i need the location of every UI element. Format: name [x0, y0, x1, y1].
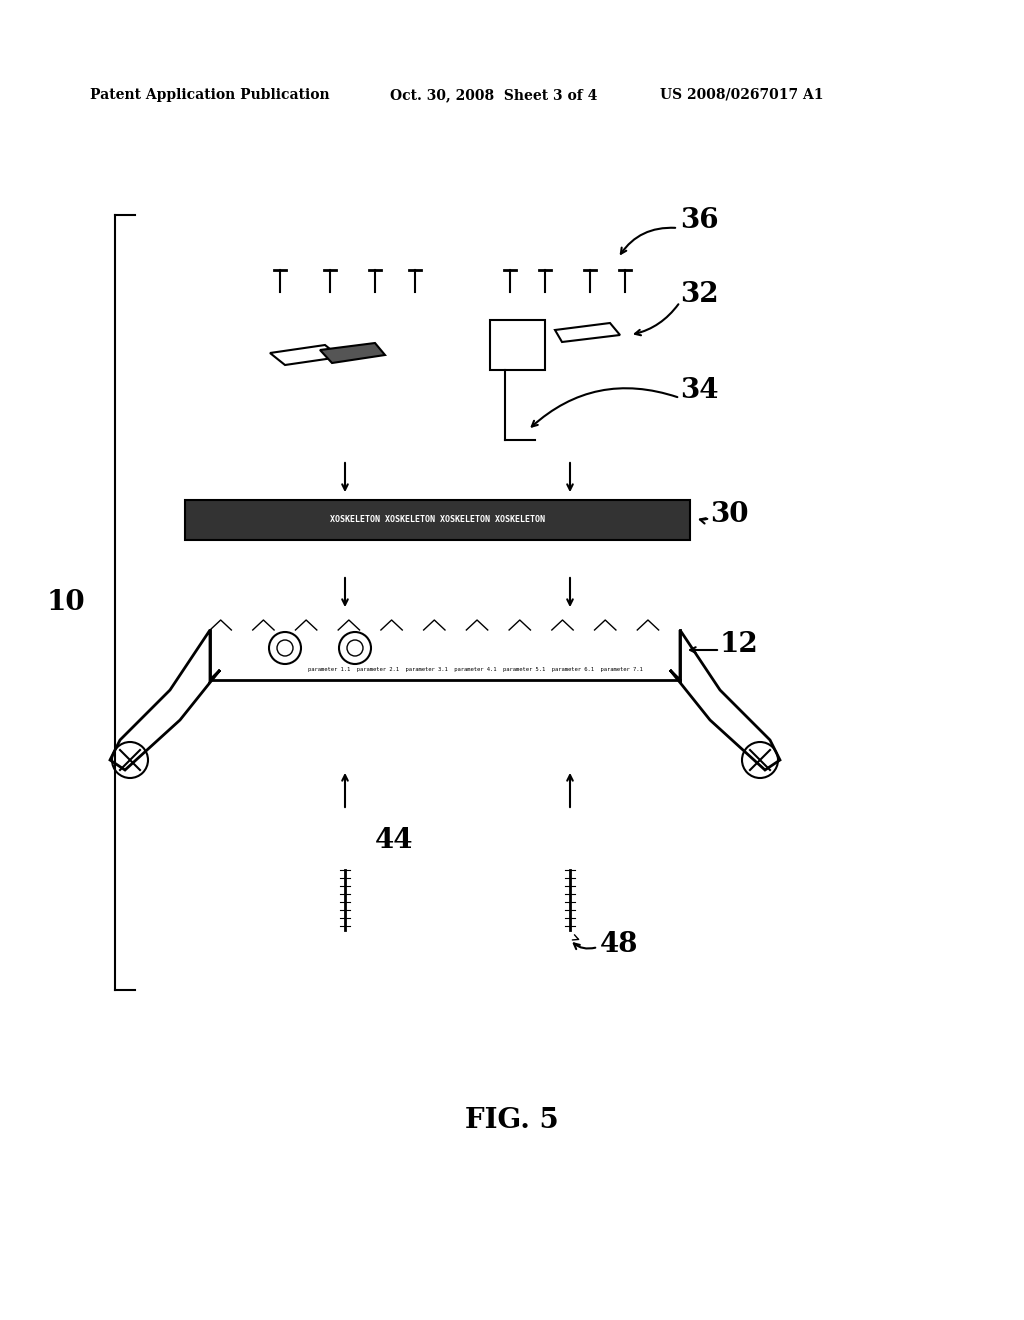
Text: parameter 1.1  parameter 2.1  parameter 3.1  parameter 4.1  parameter 5.1  param: parameter 1.1 parameter 2.1 parameter 3.…: [307, 668, 642, 672]
Text: 34: 34: [680, 376, 719, 404]
Text: 44: 44: [375, 826, 414, 854]
Text: 32: 32: [680, 281, 719, 309]
Text: XOSKELETON XOSKELETON XOSKELETON XOSKELETON: XOSKELETON XOSKELETON XOSKELETON XOSKELE…: [330, 516, 545, 524]
Text: 48: 48: [600, 932, 639, 958]
Text: FIG. 5: FIG. 5: [465, 1106, 559, 1134]
FancyBboxPatch shape: [185, 500, 690, 540]
Text: 30: 30: [710, 502, 749, 528]
Polygon shape: [319, 343, 385, 363]
Text: Oct. 30, 2008  Sheet 3 of 4: Oct. 30, 2008 Sheet 3 of 4: [390, 88, 597, 102]
Text: US 2008/0267017 A1: US 2008/0267017 A1: [660, 88, 823, 102]
Text: 10: 10: [46, 589, 85, 616]
Text: 12: 12: [720, 631, 759, 659]
Text: Patent Application Publication: Patent Application Publication: [90, 88, 330, 102]
Text: 36: 36: [680, 206, 719, 234]
